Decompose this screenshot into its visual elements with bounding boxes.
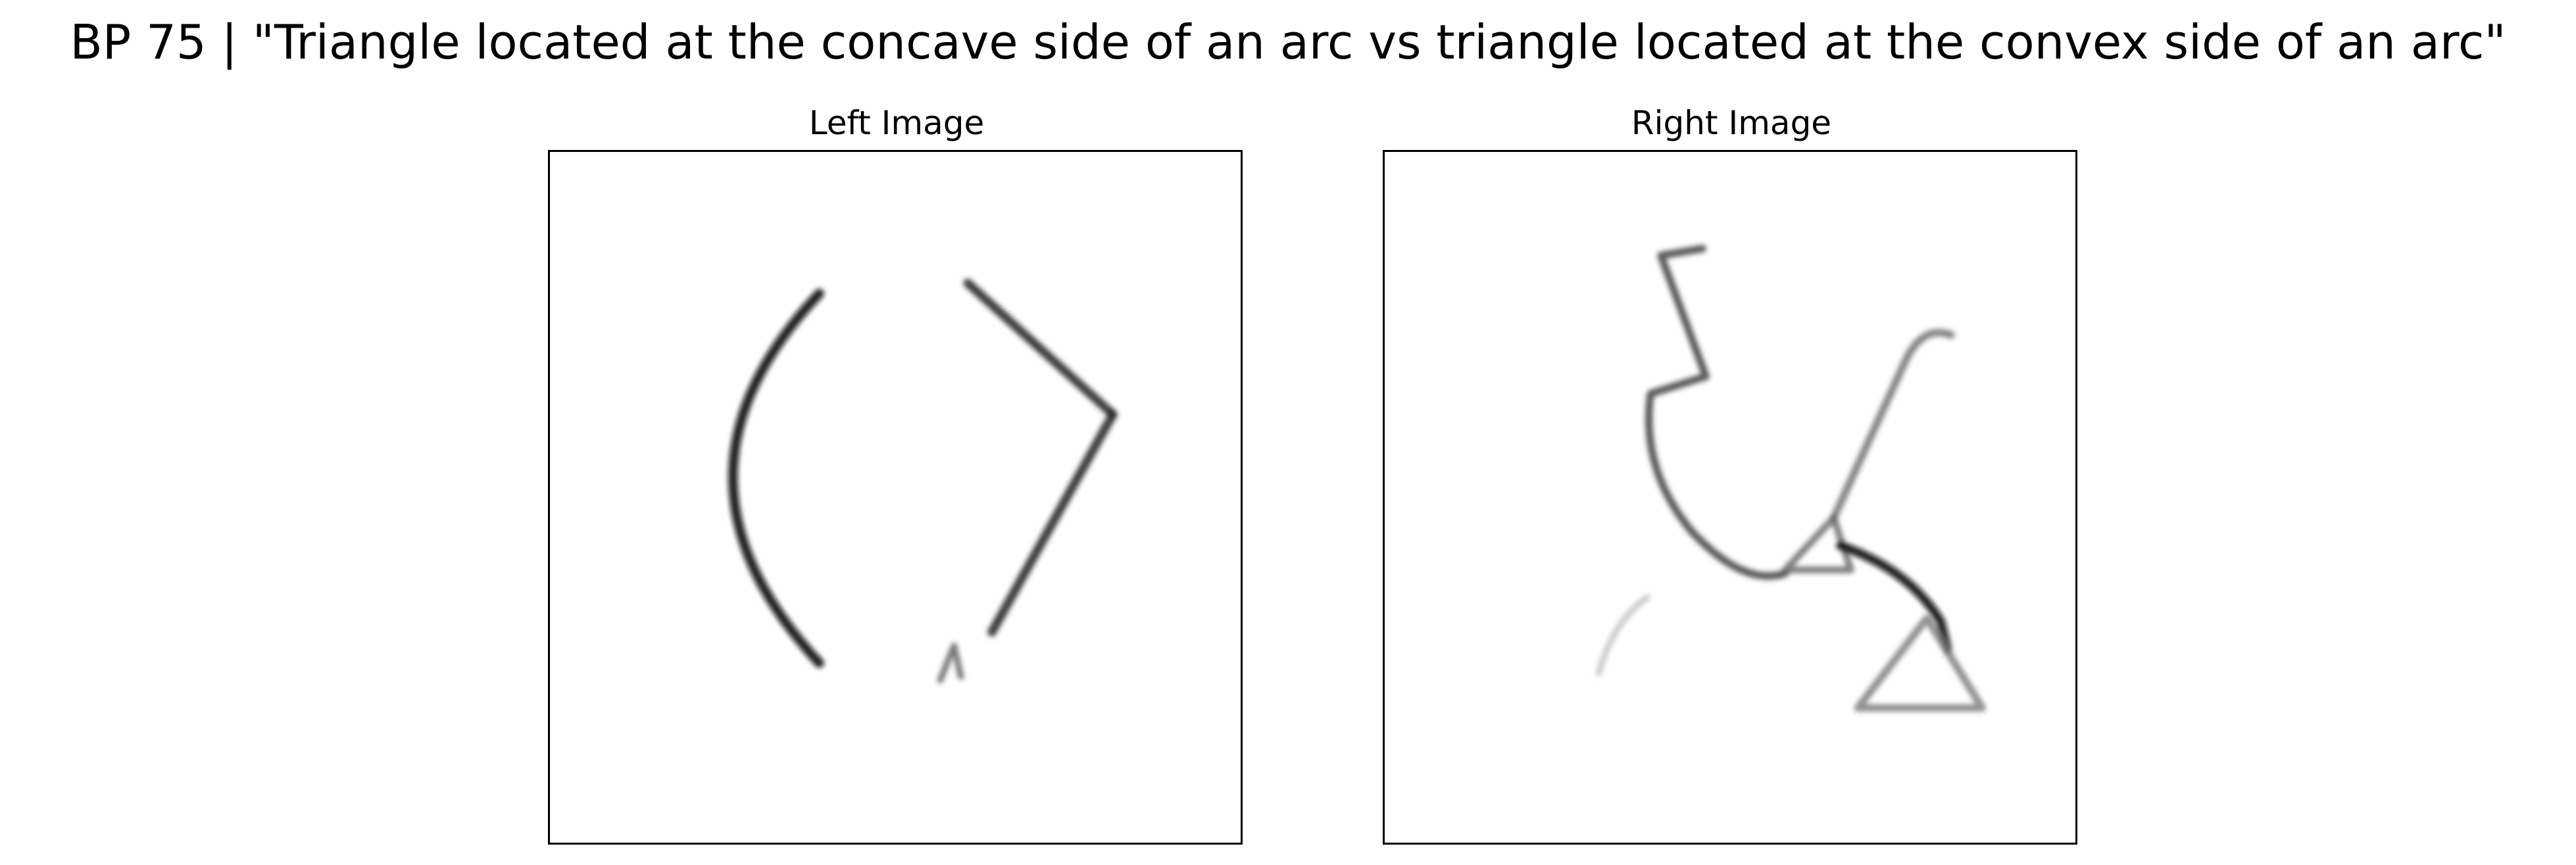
large-triangle — [1854, 614, 1987, 712]
triangle-upper-edge — [963, 278, 1118, 419]
left-image-title: Left Image — [808, 104, 985, 142]
connecting-curve — [1836, 541, 1952, 654]
left-image-panel — [548, 150, 1243, 845]
right-image-drawing — [1595, 245, 1987, 712]
figure-title: BP 75 | "Triangle located at the concave… — [70, 14, 2506, 70]
diagonal-arc — [1829, 328, 1955, 522]
right-image-title: Right Image — [1631, 104, 1832, 142]
triangle-lower-edge — [987, 410, 1118, 637]
faint-arc — [1595, 594, 1650, 677]
zigzag-shape — [1645, 245, 1789, 580]
left-image-drawing — [728, 278, 1118, 683]
arc-shape — [728, 288, 824, 668]
right-image-panel — [1383, 150, 2077, 845]
triangle-base-fragment — [937, 643, 964, 683]
